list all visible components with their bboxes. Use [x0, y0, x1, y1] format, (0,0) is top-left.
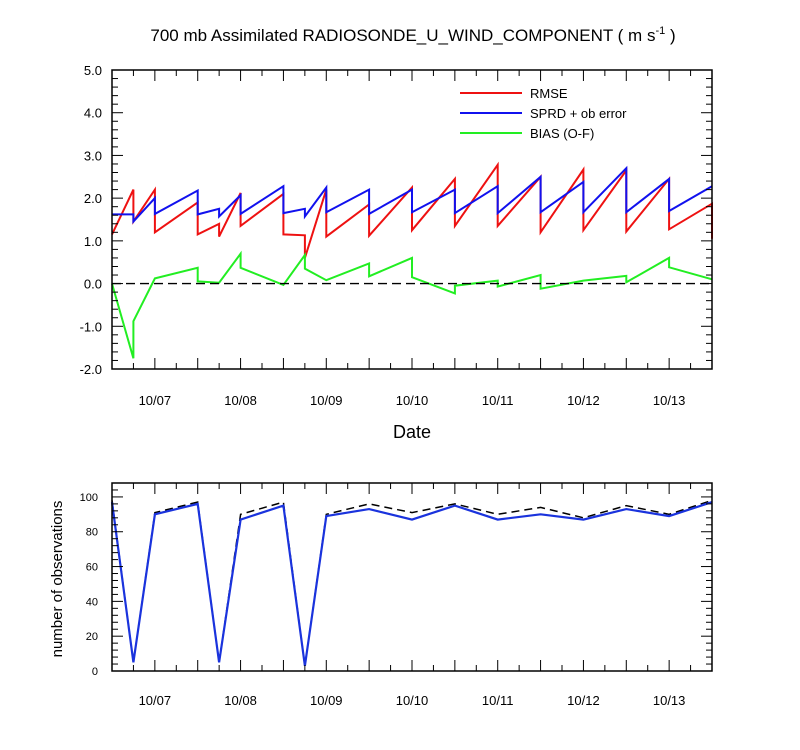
legend-label-sprd: SPRD + ob error — [530, 106, 627, 121]
bottom-tick-layer: 10/07 10/08 10/09 10/10 10/11 10/12 10/13 0 20 40… — [80, 482, 713, 708]
legend: RMSE SPRD + ob error BIAS (O-F) — [460, 86, 627, 141]
bottom-x-tick-label: 10/09 — [310, 693, 343, 708]
top-x-tick-label: 10/12 — [567, 393, 600, 408]
top-tick-layer: 10/07 10/08 10/09 10/10 10/11 10/12 10/13 -2.0 -… — [80, 63, 713, 408]
bottom-x-tick-label: 10/11 — [482, 693, 514, 708]
bottom-y-tick-label: 0 — [92, 666, 98, 678]
bottom-y-tick-label: 40 — [86, 596, 98, 608]
top-x-tick-label: 10/11 — [482, 393, 514, 408]
series-obs_total-line — [111, 499, 713, 666]
top-y-tick-label: 1.0 — [84, 234, 102, 249]
chart-title-main: 700 mb Assimilated RADIOSONDE_U_WIND_COM… — [150, 26, 655, 45]
bottom-x-tick-label: 10/08 — [224, 693, 257, 708]
top-y-tick-label: 4.0 — [84, 106, 102, 121]
legend-label-bias: BIAS (O-F) — [530, 126, 594, 141]
chart-title-superscript: -1 — [655, 25, 665, 37]
top-x-tick-label: 10/13 — [653, 393, 686, 408]
bottom-y-tick-label: 80 — [86, 527, 98, 539]
series-sprd-line — [112, 165, 713, 225]
chart-title: 700 mb Assimilated RADIOSONDE_U_WIND_COM… — [150, 25, 675, 45]
top-y-tick-label: -2.0 — [80, 362, 102, 377]
bottom-panel: 10/07 10/08 10/09 10/10 10/11 10/12 10/13 0 20 40… — [49, 482, 713, 708]
top-x-tick-label: 10/09 — [310, 393, 343, 408]
x-axis-label: Date — [393, 422, 431, 442]
top-y-tick-label: 0.0 — [84, 277, 102, 292]
y-axis-label-observations: number of observations — [49, 501, 66, 658]
bottom-y-tick-label: 20 — [86, 631, 98, 643]
bottom-x-tick-label: 10/13 — [653, 693, 686, 708]
bottom-x-tick-label: 10/07 — [139, 693, 172, 708]
top-x-tick-label: 10/10 — [396, 393, 429, 408]
bottom-series-layer — [110, 499, 713, 666]
top-x-tick-label: 10/07 — [139, 393, 172, 408]
top-y-tick-label: -1.0 — [80, 319, 102, 334]
legend-label-rmse: RMSE — [530, 86, 568, 101]
top-panel: 10/07 10/08 10/09 10/10 10/11 10/12 10/13 -2.0 -… — [80, 63, 713, 442]
series-obs_assim-line — [110, 501, 713, 666]
top-y-tick-label: 2.0 — [84, 191, 102, 206]
top-y-tick-label: 5.0 — [84, 63, 102, 78]
chart-title-end: ) — [665, 26, 675, 45]
top-x-tick-label: 10/08 — [224, 393, 257, 408]
bottom-y-tick-label: 60 — [86, 562, 98, 574]
bottom-x-tick-label: 10/10 — [396, 693, 429, 708]
top-series-layer — [111, 161, 713, 359]
series-bias-line — [111, 250, 713, 359]
top-y-tick-label: 3.0 — [84, 148, 102, 163]
bottom-y-tick-label: 100 — [80, 492, 98, 504]
bottom-x-tick-label: 10/12 — [567, 693, 600, 708]
